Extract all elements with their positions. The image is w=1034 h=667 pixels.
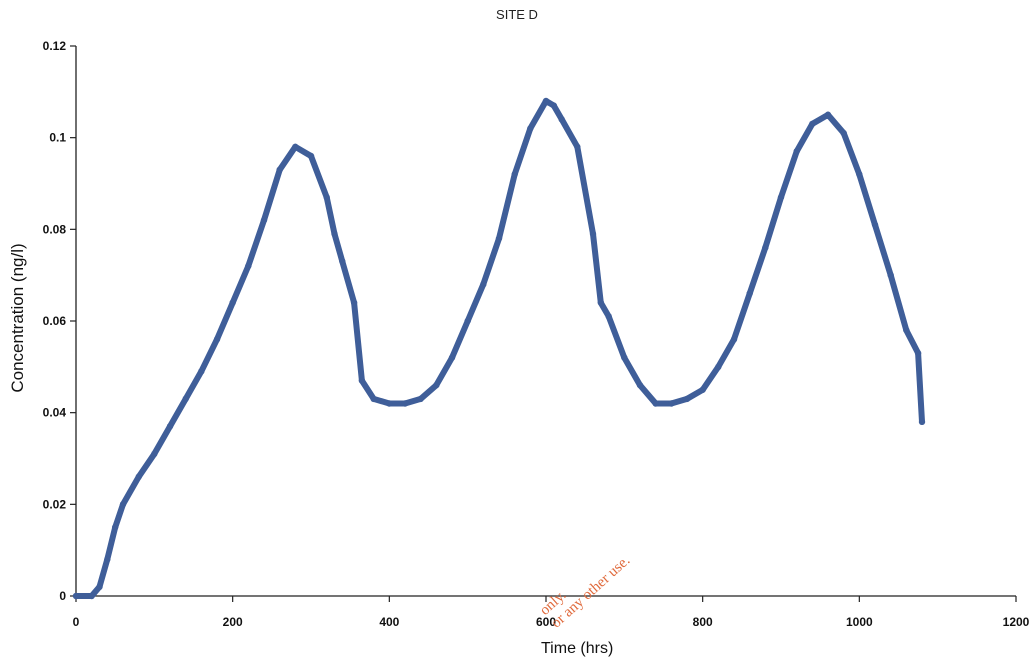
data-point	[339, 258, 346, 265]
chart-title: SITE D	[496, 7, 538, 22]
data-point	[198, 368, 205, 375]
data-point	[597, 299, 605, 306]
data-point	[350, 299, 358, 306]
data-point	[464, 317, 471, 325]
data-point	[762, 244, 769, 251]
data-point	[386, 400, 393, 407]
data-point	[480, 281, 487, 288]
data-point	[104, 556, 111, 563]
data-point	[448, 354, 456, 361]
data-point	[621, 354, 628, 361]
data-point	[574, 143, 581, 151]
data-point	[887, 271, 894, 279]
data-point	[542, 97, 550, 105]
data-point	[589, 230, 597, 238]
data-point	[840, 129, 847, 137]
y-tick-label: 0.04	[43, 406, 67, 420]
data-point	[229, 299, 236, 306]
data-point	[871, 221, 879, 228]
x-tick-label: 600	[536, 615, 556, 629]
data-point	[323, 194, 330, 201]
data-point	[903, 326, 910, 334]
data-point	[370, 395, 377, 403]
data-point	[151, 450, 158, 458]
data-point	[213, 336, 221, 343]
data-point	[652, 400, 659, 407]
data-point	[433, 381, 440, 389]
y-tick-label: 0	[59, 589, 66, 603]
data-point	[918, 418, 926, 426]
data-point	[292, 143, 299, 151]
data-point	[307, 152, 315, 160]
y-tick-label: 0.06	[43, 314, 67, 328]
data-point	[777, 194, 785, 201]
data-point	[715, 363, 722, 371]
data-point	[824, 111, 832, 118]
x-tick-label: 800	[693, 615, 713, 629]
data-point	[88, 592, 95, 600]
x-tick-label: 0	[73, 615, 80, 629]
y-tick-label: 0.02	[43, 497, 67, 511]
data-point	[245, 262, 252, 270]
data-point	[401, 400, 409, 407]
data-point	[166, 423, 174, 430]
data-point	[558, 116, 565, 123]
data-point	[135, 473, 142, 481]
data-point	[550, 102, 558, 109]
data-point	[527, 125, 534, 132]
data-point	[182, 395, 189, 403]
data-point	[699, 386, 706, 393]
data-point	[730, 336, 738, 343]
data-point	[96, 583, 103, 591]
data-point	[683, 395, 691, 403]
data-point	[417, 395, 424, 403]
data-point	[511, 171, 518, 178]
concentration-series-line	[73, 98, 925, 599]
data-point	[809, 120, 816, 128]
x-tick-label: 200	[223, 615, 243, 629]
data-point	[856, 171, 863, 178]
data-point	[358, 377, 366, 384]
data-point	[605, 313, 612, 320]
y-tick-label: 0.08	[43, 222, 67, 236]
x-axis-label: Time (hrs)	[541, 640, 614, 657]
y-tick-label: 0.1	[49, 131, 66, 145]
data-point	[668, 400, 675, 407]
x-tick-label: 1200	[1003, 615, 1030, 629]
data-point	[914, 349, 922, 357]
x-tick-label: 400	[379, 615, 399, 629]
data-point	[636, 381, 644, 389]
data-point	[793, 148, 800, 155]
data-point	[119, 501, 127, 508]
data-point	[72, 592, 80, 600]
data-point	[495, 235, 503, 242]
data-point	[260, 216, 268, 224]
data-point	[276, 166, 283, 173]
data-point	[746, 290, 753, 297]
data-point	[111, 524, 119, 531]
data-point	[331, 230, 338, 238]
x-tick-label: 1000	[846, 615, 873, 629]
y-tick-label: 0.12	[43, 39, 67, 53]
